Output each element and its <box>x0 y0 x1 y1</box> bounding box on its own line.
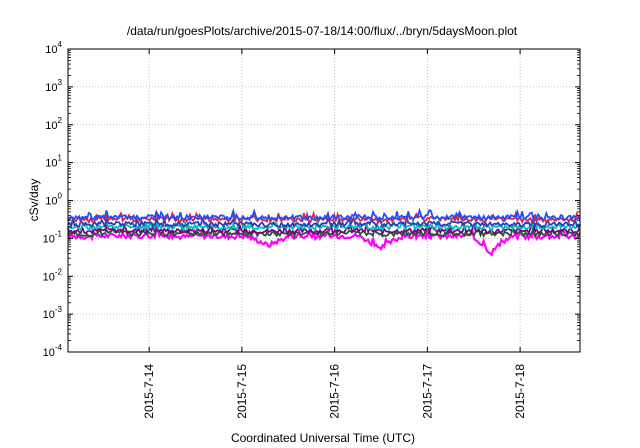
series-line <box>67 224 581 239</box>
x-tick-label: 2015-7-18 <box>513 364 527 419</box>
y-tick-label: 10-4 <box>43 343 63 359</box>
y-tick-label: 103 <box>45 78 62 94</box>
y-tick-label: 102 <box>45 116 62 132</box>
y-axis-ticks: 10-4 10-3 10-2 10-1 100 101 102 103 104 <box>43 40 580 359</box>
y-tick-label: 104 <box>45 40 62 56</box>
series-lines <box>66 207 581 257</box>
y-tick-label: 101 <box>45 154 62 170</box>
y-tick-label: 100 <box>45 192 62 208</box>
x-tick-label: 2015-7-16 <box>328 364 342 419</box>
y-tick-label: 10-3 <box>43 305 63 321</box>
chart-title: /data/run/goesPlots/archive/2015-07-18/1… <box>127 24 518 38</box>
series-line <box>67 214 581 230</box>
y-tick-label: 10-2 <box>43 267 63 283</box>
x-axis-ticks: 2015-7-14 2015-7-15 2015-7-16 2015-7-17 2015… <box>142 49 527 419</box>
y-axis-label: cSv/day <box>27 179 41 222</box>
y-tick-label: 10-1 <box>43 229 63 245</box>
x-tick-label: 2015-7-14 <box>142 364 156 419</box>
x-tick-label: 2015-7-15 <box>235 364 249 419</box>
gridlines <box>68 49 580 352</box>
x-tick-label: 2015-7-17 <box>420 364 434 419</box>
series-line <box>67 207 581 222</box>
x-axis-label: Coordinated Universal Time (UTC) <box>231 431 415 445</box>
